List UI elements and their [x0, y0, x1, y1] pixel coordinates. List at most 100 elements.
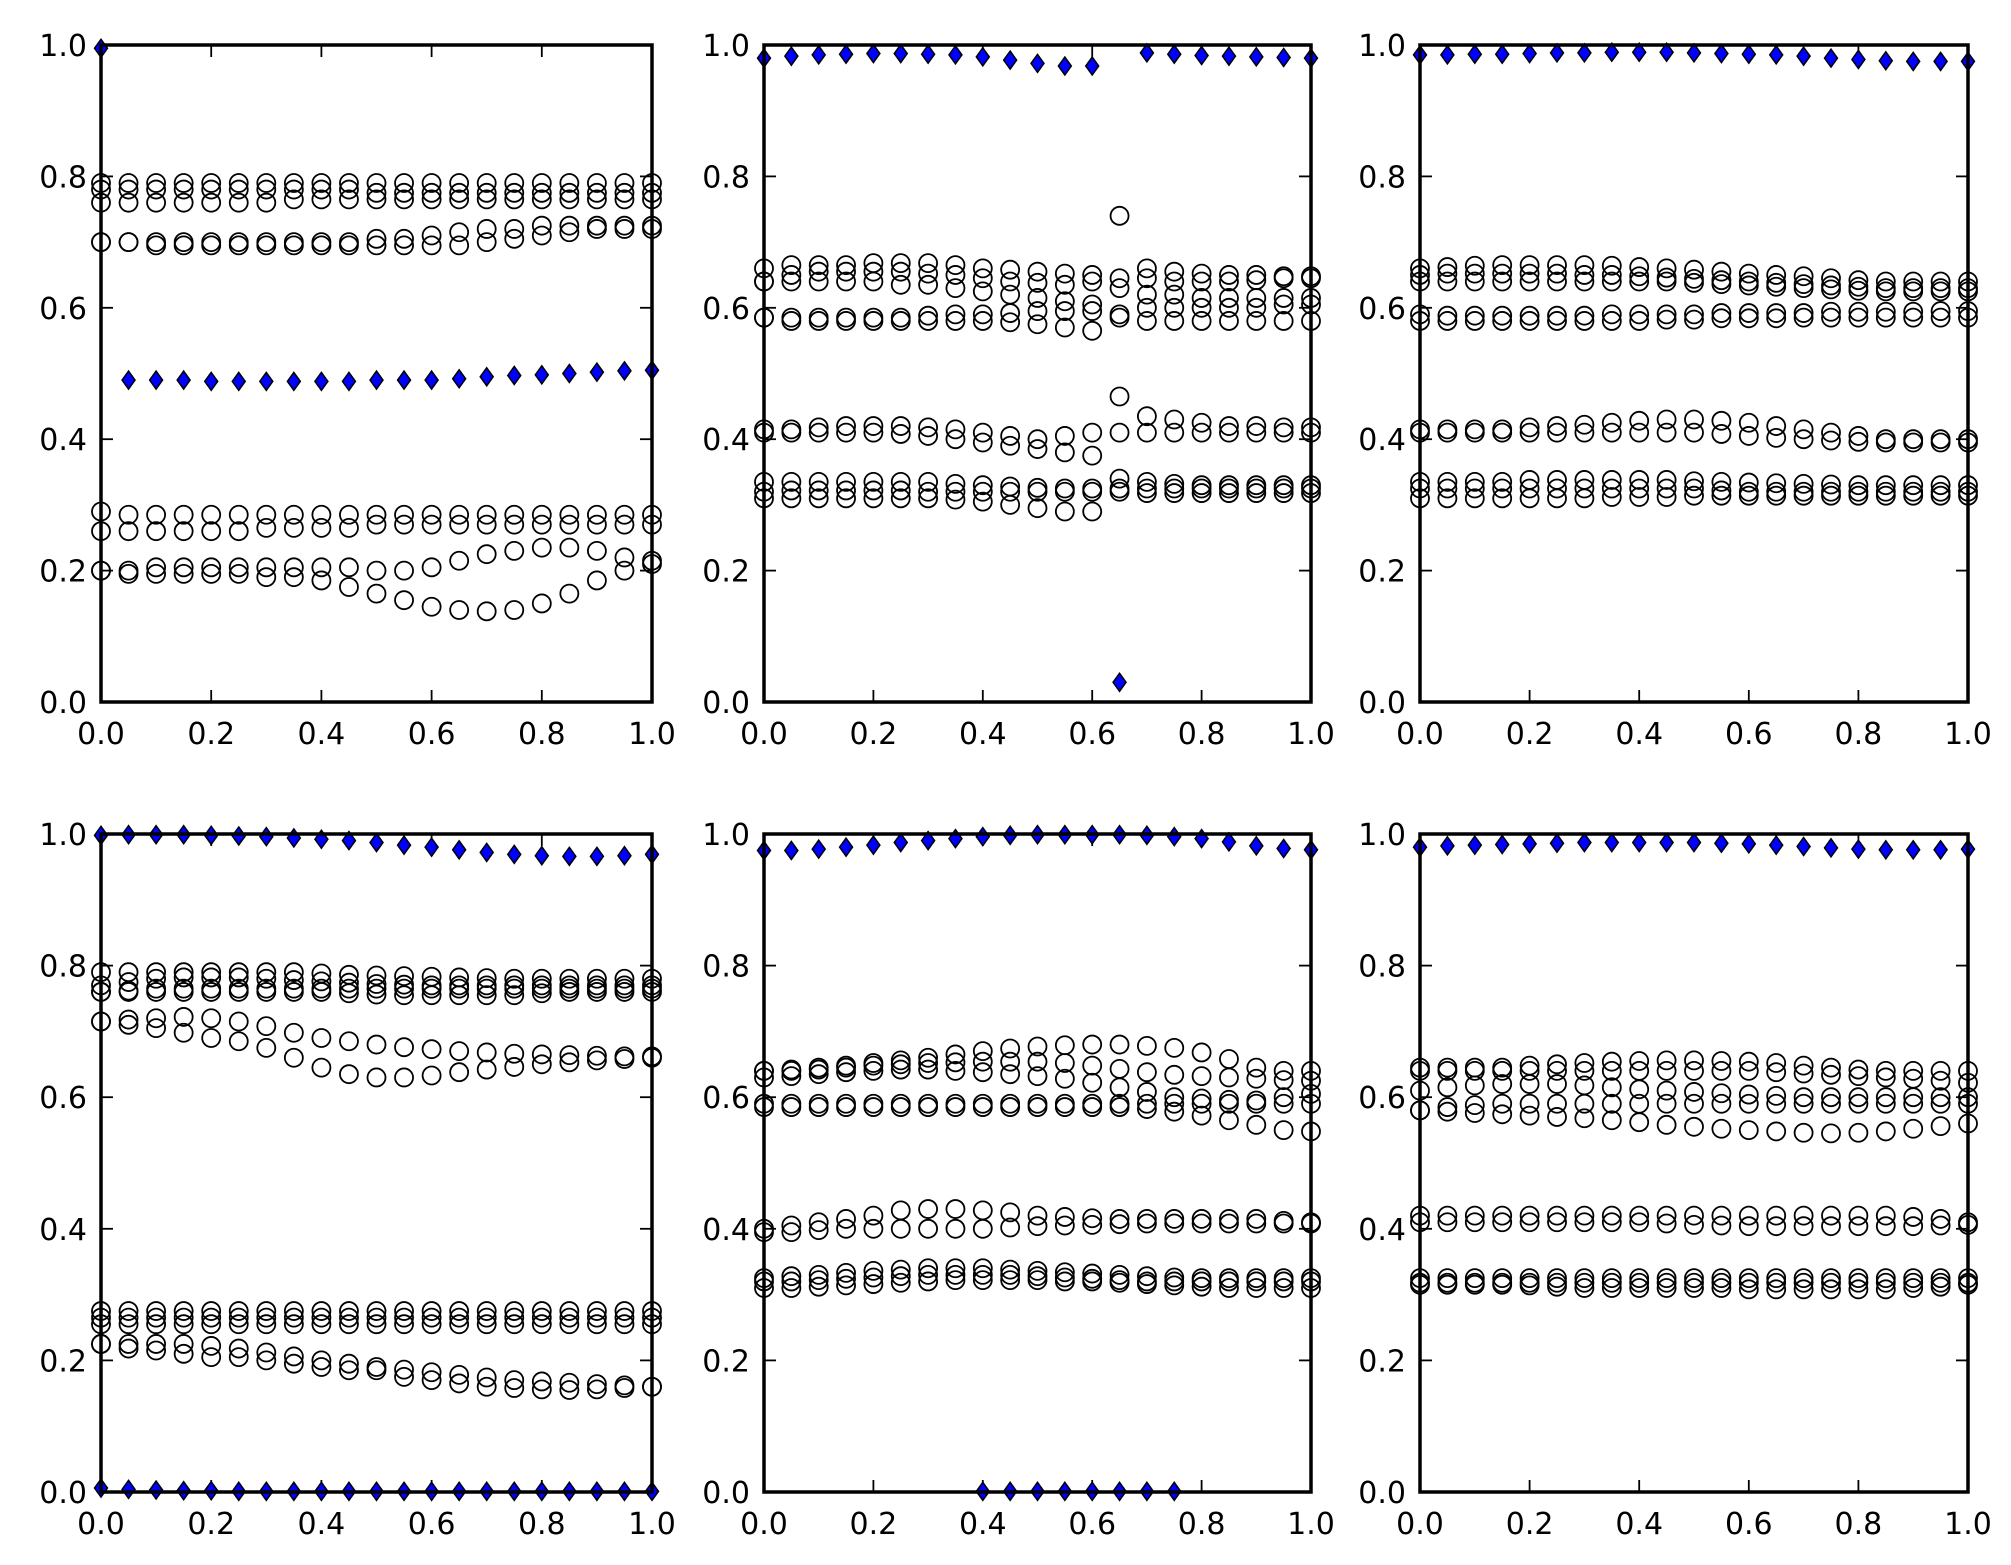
- circle-point: [256, 173, 277, 193]
- circle-point: [1191, 1213, 1212, 1234]
- circle-point: [1164, 271, 1185, 292]
- circle-point: [394, 985, 414, 1006]
- circle-point: [1875, 301, 1896, 322]
- circle-point: [972, 1097, 993, 1117]
- circle-point: [1219, 1067, 1239, 1088]
- circle-point: [1848, 1216, 1869, 1237]
- circle-point: [1547, 1276, 1567, 1297]
- circle-point: [808, 271, 829, 292]
- diamond-point: [1713, 832, 1729, 854]
- x-tick-label: 0.2: [1506, 717, 1554, 752]
- circle-point: [1848, 1087, 1869, 1108]
- circle-point: [1684, 1050, 1704, 1071]
- circle-point: [146, 235, 167, 256]
- circle-point: [1219, 416, 1239, 436]
- circle-point: [146, 192, 167, 213]
- circle-point: [1711, 1268, 1732, 1289]
- circle-point: [1246, 1213, 1267, 1234]
- circle-point: [945, 255, 966, 275]
- circle-point: [587, 1301, 607, 1321]
- circle-point: [808, 472, 829, 492]
- circle-point: [476, 514, 497, 535]
- circle-point: [311, 235, 332, 256]
- circle-point: [1437, 1268, 1458, 1289]
- circle-point: [1164, 473, 1185, 494]
- circle-point: [1766, 1272, 1787, 1293]
- circle-point: [1437, 1077, 1458, 1098]
- circle-point: [1000, 312, 1021, 333]
- circle-point: [918, 253, 938, 274]
- circle-point: [394, 235, 414, 256]
- circle-point: [1000, 426, 1021, 446]
- circle-point: [1519, 1105, 1540, 1126]
- circle-point: [394, 182, 414, 203]
- circle-point: [1629, 266, 1650, 287]
- circle-point: [476, 1376, 497, 1397]
- circle-point: [1601, 1278, 1622, 1298]
- diamond-point: [369, 832, 384, 853]
- circle-point: [1766, 276, 1787, 297]
- circle-point: [918, 488, 938, 509]
- circle-point: [1711, 424, 1732, 444]
- circle-point: [394, 1037, 414, 1058]
- circle-point: [972, 268, 993, 289]
- circle-point: [283, 1346, 304, 1367]
- circle-point: [1629, 478, 1650, 499]
- circle-point: [836, 271, 856, 292]
- circle-point: [146, 563, 167, 584]
- circle-point: [1903, 485, 1924, 506]
- circle-point: [1684, 409, 1704, 430]
- circle-point: [1246, 1209, 1267, 1229]
- diamond-point: [1796, 836, 1812, 857]
- circle-point: [1875, 1067, 1896, 1088]
- circle-point: [836, 311, 856, 331]
- circle-point: [1464, 1212, 1485, 1233]
- y-tick-label: 1.0: [702, 29, 750, 64]
- circle-point: [1848, 1205, 1869, 1226]
- circle-point: [1574, 1093, 1595, 1114]
- circle-point: [972, 1270, 993, 1291]
- circle-point: [836, 480, 856, 501]
- diamond-point: [1139, 42, 1155, 64]
- diamond-point: [121, 1479, 136, 1500]
- circle-point: [1164, 1037, 1185, 1058]
- circle-point: [476, 189, 497, 210]
- circle-point: [1738, 303, 1759, 323]
- circle-point: [449, 1364, 470, 1385]
- circle-point: [1711, 480, 1732, 501]
- x-tick-label: 1.0: [1944, 1507, 1992, 1542]
- circle-point: [228, 962, 249, 983]
- circle-point: [339, 173, 359, 193]
- y-tick-label: 0.8: [702, 160, 750, 195]
- circle-point: [918, 1097, 938, 1117]
- circle-point: [531, 593, 552, 614]
- circle-point: [918, 311, 938, 331]
- circle-point: [1875, 1268, 1896, 1289]
- circle-point: [781, 480, 802, 501]
- y-tick-label: 0.0: [702, 1476, 750, 1511]
- circle-point: [836, 261, 856, 282]
- circle-point: [1082, 301, 1103, 321]
- circle-point: [1547, 1060, 1567, 1081]
- circle-point: [1054, 442, 1075, 463]
- circle-point: [1519, 1205, 1540, 1226]
- circle-point: [1109, 307, 1130, 328]
- circle-point: [1574, 422, 1595, 443]
- circle-point: [1903, 281, 1924, 302]
- circle-point: [1219, 288, 1239, 308]
- circle-point: [1082, 1034, 1103, 1055]
- diamond-point: [783, 45, 799, 67]
- circle-point: [118, 1009, 139, 1030]
- diamond-point: [148, 1479, 164, 1501]
- circle-point: [945, 1270, 966, 1291]
- x-tick-label: 0.6: [1068, 717, 1116, 752]
- x-tick-label: 0.8: [1178, 717, 1226, 752]
- circle-point: [256, 968, 277, 989]
- circle-point: [1437, 422, 1458, 443]
- circle-point: [1629, 422, 1650, 443]
- circle-point: [1437, 263, 1458, 284]
- circle-point: [808, 422, 829, 443]
- circle-point: [394, 590, 414, 611]
- circle-point: [1164, 1093, 1185, 1114]
- circle-point: [1601, 1077, 1622, 1098]
